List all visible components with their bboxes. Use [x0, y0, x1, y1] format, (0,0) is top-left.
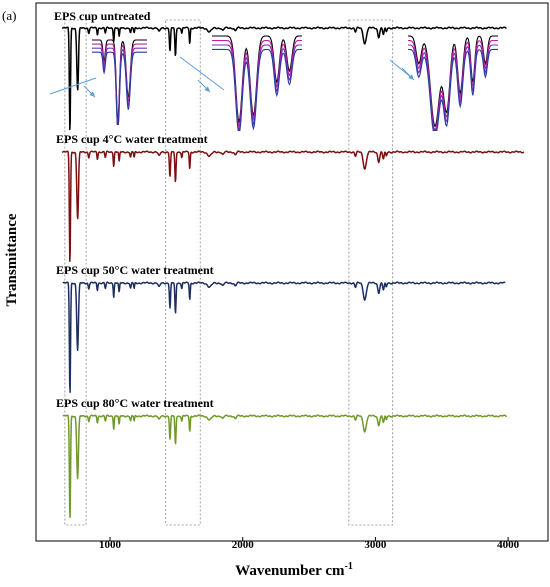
inset-2-arrow — [179, 56, 225, 91]
x-axis-label-superscript: -1 — [344, 561, 352, 572]
x-axis-label: Wavenumber cm-1 — [235, 561, 353, 579]
series-label-1: EPS cup untreated — [54, 9, 151, 23]
series-label-3: EPS cup 50°C water treatment — [56, 263, 214, 277]
series-line-2 — [61, 150, 525, 263]
highlight-region-1 — [64, 19, 87, 526]
plot-frame — [35, 2, 549, 542]
x-tick-label-3000: 3000 — [364, 539, 387, 551]
inset-3-trace-1 — [408, 35, 498, 128]
series-line-4 — [62, 414, 508, 519]
x-tick-label-4000: 4000 — [497, 539, 520, 551]
x-tick-label-1000: 1000 — [99, 539, 122, 551]
x-tick-label-2000: 2000 — [232, 539, 255, 551]
inset-1-trace-4 — [92, 51, 147, 125]
x-axis-label-text: Wavenumber cm — [235, 563, 345, 579]
series-line-3 — [62, 281, 506, 394]
arrow-head-3 — [408, 74, 414, 80]
panel-label: (a) — [2, 8, 16, 23]
series-line-1 — [61, 26, 507, 131]
highlight-region-2 — [165, 19, 201, 526]
inset-1-arrow — [49, 77, 97, 95]
inset-3-trace-2 — [408, 39, 498, 130]
series-label-4: EPS cup 80°C water treatment — [56, 396, 214, 410]
y-axis-label: Transmittance — [4, 213, 20, 306]
highlight-region-3 — [348, 19, 394, 526]
inset-2-trace-4 — [212, 48, 302, 131]
inset-3-trace-4 — [407, 48, 498, 131]
arrow-head-2 — [204, 86, 210, 92]
arrow-head-1 — [89, 91, 95, 97]
series-label-2: EPS cup 4°C water treatment — [56, 132, 208, 146]
inset-3-trace-3 — [408, 44, 498, 131]
